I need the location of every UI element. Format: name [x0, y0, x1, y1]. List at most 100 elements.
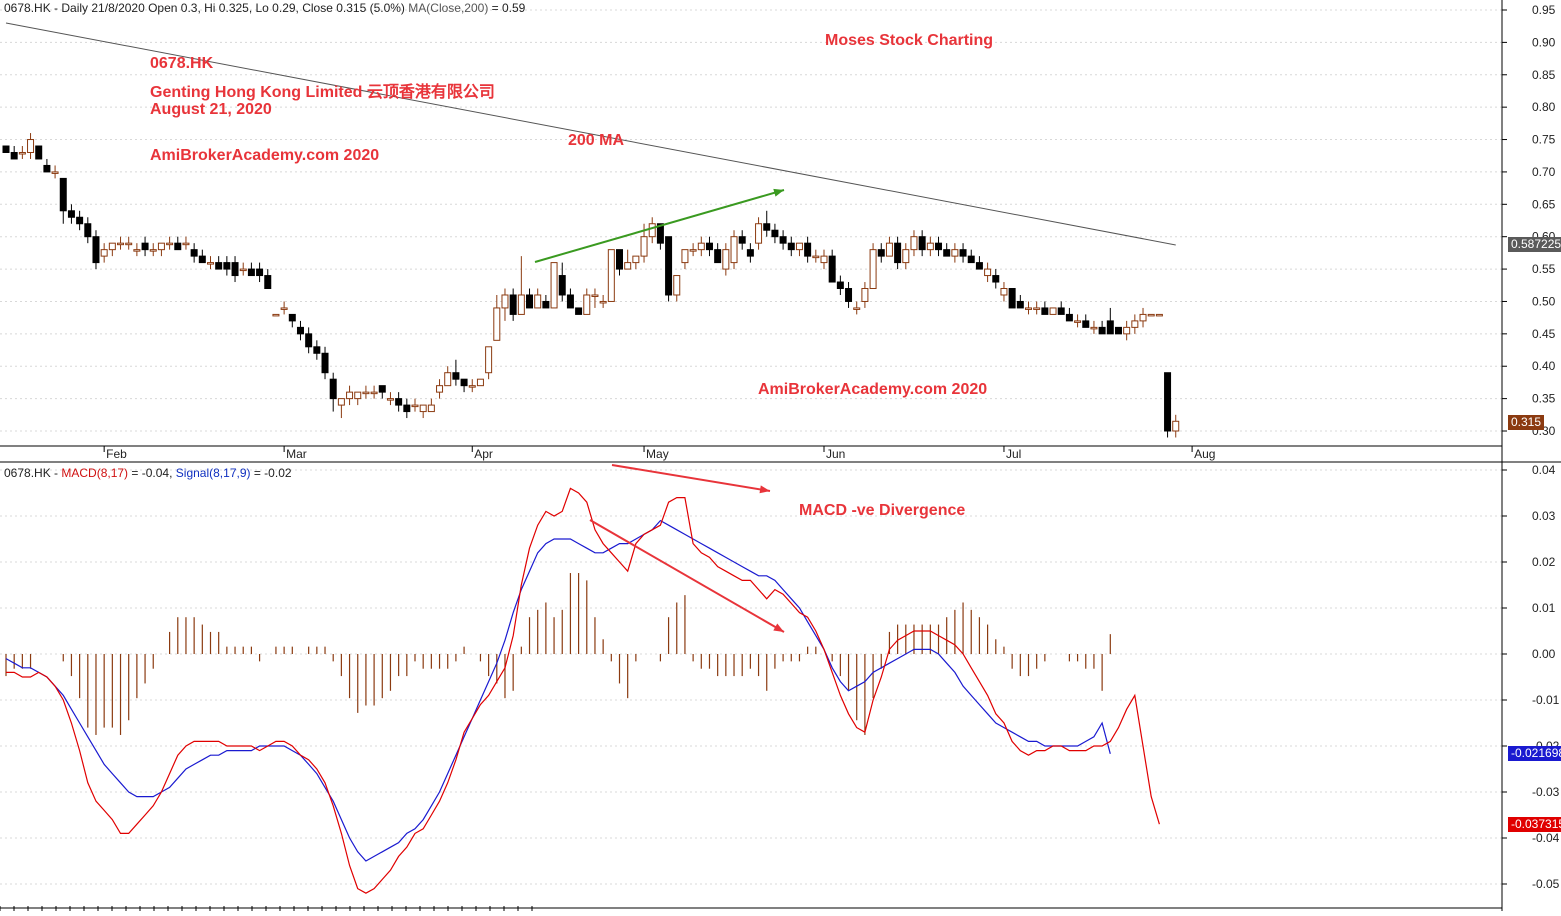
candle-body: [10, 151, 18, 160]
candle-body: [182, 242, 190, 246]
candle-body: [231, 262, 239, 277]
candle-body: [18, 151, 26, 155]
candle-body: [296, 326, 304, 335]
candle-body: [1090, 326, 1098, 330]
candle-body: [648, 223, 656, 238]
ma-200-layer: [5, 22, 1176, 246]
candle-body: [566, 294, 574, 309]
divergence-arrow-bottom: [589, 519, 785, 633]
close-value-tag: 0.315: [1508, 415, 1545, 430]
price-tick-label: 0.85: [1532, 68, 1556, 82]
candle-body: [67, 210, 75, 218]
divergence-arrow-bottom-head: [773, 623, 784, 632]
candle-body: [853, 307, 861, 310]
candle-body: [738, 236, 746, 244]
macd-tick-label: -0.05: [1532, 877, 1560, 891]
candle-body: [207, 262, 214, 265]
candle-body: [894, 242, 902, 264]
divergence-arrow-top: [611, 464, 771, 492]
candle-body: [705, 242, 713, 251]
price-tick-label: 0.95: [1532, 3, 1556, 17]
ma-header-label: MA(Close,200): [408, 1, 489, 15]
candle-body: [313, 346, 321, 354]
ma-value-tag: 0.587225: [1508, 237, 1561, 252]
candle-body: [926, 242, 934, 251]
candle-body: [215, 262, 223, 270]
ma-200-line: [5, 22, 1176, 246]
candle-body: [943, 249, 951, 257]
annotation-arrows: [534, 188, 785, 633]
candle-body: [1016, 300, 1024, 309]
annotation-watermark-top: AmiBrokerAcademy.com 2020: [150, 147, 380, 164]
candle-body: [583, 294, 591, 315]
macd-lines-layer: [5, 487, 1160, 894]
candle-body: [722, 249, 730, 270]
macd-header: 0678.HK - MACD(8,17) = -0.04, Signal(8,1…: [4, 466, 292, 480]
candle-body: [656, 223, 664, 244]
candle-body: [836, 281, 844, 290]
macd-tick-label: 0.02: [1532, 555, 1556, 569]
candle-body: [452, 372, 460, 380]
month-label: Mar: [286, 447, 307, 461]
candle-body: [444, 372, 452, 387]
candle-body: [84, 223, 92, 238]
candle-body: [1164, 372, 1172, 432]
price-tick-label: 0.50: [1532, 294, 1556, 308]
candle-body: [607, 249, 615, 302]
macd-tick-label: 0.03: [1532, 509, 1556, 523]
annotation-company: Genting Hong Kong Limited 云顶香港有限公司: [150, 84, 495, 101]
candle-body: [223, 262, 231, 270]
candle-body: [395, 398, 403, 406]
candle-body: [935, 242, 943, 251]
candle-body: [877, 249, 885, 257]
annotation-ticker: 0678.HK: [150, 55, 214, 72]
candle-body: [1155, 313, 1163, 317]
candle-body: [419, 404, 427, 413]
annotation-watermark-mid: AmiBrokerAcademy.com 2020: [758, 381, 988, 398]
candle-body: [575, 307, 583, 315]
candle-body: [984, 268, 992, 277]
annotation-date: August 21, 2020: [150, 101, 272, 118]
month-label: May: [646, 447, 669, 461]
candle-body: [59, 177, 67, 212]
candle-body: [591, 294, 599, 297]
annotation-divergence: MACD -ve Divergence: [799, 502, 966, 519]
signal-header-value: = -0.02: [253, 466, 292, 480]
candle-body: [305, 333, 313, 348]
candle-body: [1008, 288, 1016, 309]
signal-value-tag: -0.021698: [1508, 746, 1561, 761]
candle-body: [141, 242, 149, 251]
candle-body: [1049, 307, 1057, 315]
candle-body: [951, 249, 959, 257]
candle-body: [1057, 307, 1065, 315]
candle-body: [403, 404, 411, 413]
uptrend-arrow: [534, 189, 785, 263]
candle-body: [411, 404, 419, 408]
candle-body: [436, 385, 444, 393]
macd-tick-label: 0.04: [1532, 463, 1556, 477]
candle-body: [174, 242, 182, 251]
candle-body: [321, 352, 329, 374]
candle-body: [468, 385, 476, 388]
candle-body: [198, 255, 206, 264]
candle-body: [845, 288, 853, 302]
candle-body: [640, 236, 648, 257]
macd-line: [6, 487, 1160, 894]
signal-header-label: Signal(8,17,9): [175, 466, 251, 480]
candle-body: [697, 242, 705, 251]
candle-body: [133, 249, 141, 252]
candle-body: [902, 249, 910, 264]
candle-body: [1000, 288, 1008, 296]
price-tick-label: 0.55: [1532, 262, 1556, 276]
candle-body: [804, 242, 812, 257]
grid-lines: [0, 9, 1502, 885]
candle-body: [117, 242, 125, 246]
candle-body: [828, 255, 836, 283]
candle-body: [509, 294, 517, 315]
candle-body: [27, 139, 35, 153]
candle-body: [2, 145, 10, 153]
candle-body: [779, 236, 787, 244]
candle-body: [280, 307, 288, 310]
candle-body: [386, 398, 394, 401]
